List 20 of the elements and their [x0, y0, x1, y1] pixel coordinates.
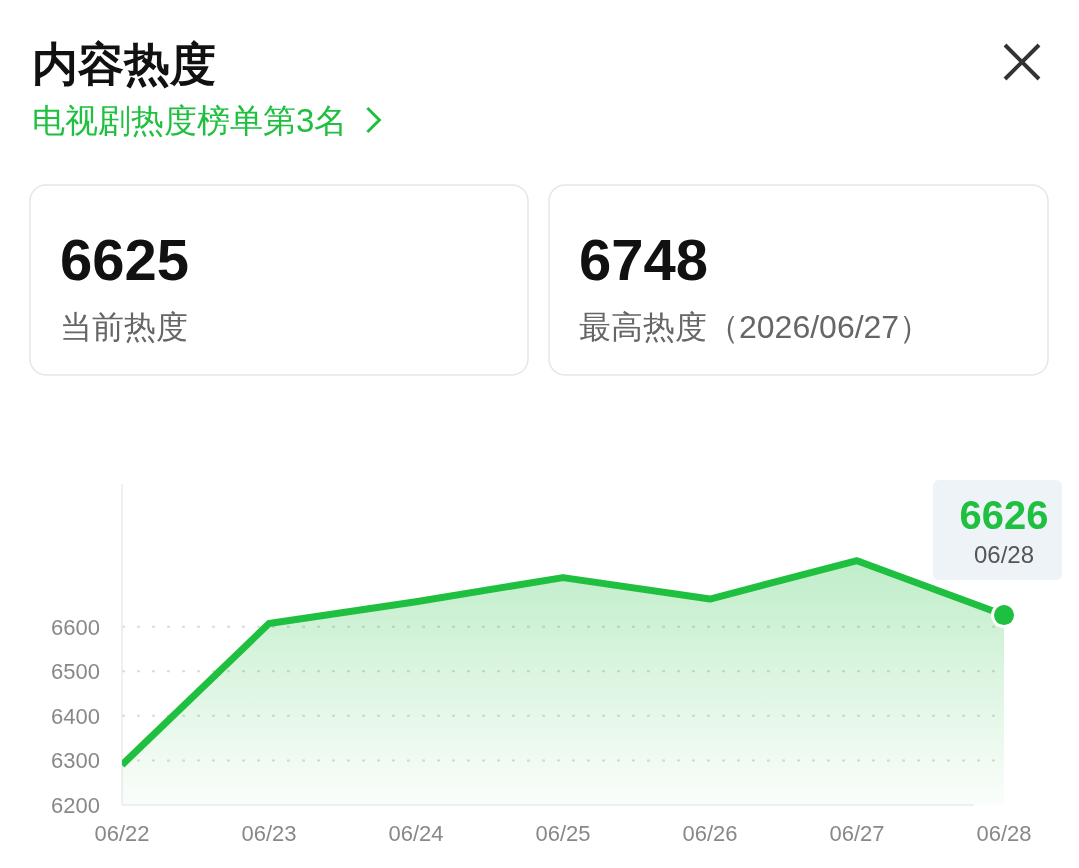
chart-subtitle: 电视剧热度榜单第3名	[32, 102, 348, 139]
chart-title: 内容热度	[32, 38, 216, 90]
x-tick-label: 06/22	[94, 821, 150, 846]
text: 6748	[579, 227, 709, 292]
y-tick-label: 6600	[51, 614, 100, 640]
x-tick-label: 06/28	[976, 821, 1032, 846]
x-tick-label: 06/23	[241, 821, 297, 846]
y-tick-label: 6500	[51, 659, 100, 685]
text: 6625	[60, 227, 190, 292]
text: 当前热度	[60, 309, 188, 345]
y-tick-label: 6200	[51, 793, 100, 818]
x-tick-label: 06/26	[682, 821, 738, 846]
y-tick-label: 6400	[51, 703, 100, 729]
x-tick-label: 06/25	[535, 821, 591, 846]
x-tick-label: 06/27	[829, 821, 885, 846]
text: 最高热度（2026/06/27）	[579, 309, 932, 345]
x-tick-label: 06/24	[388, 821, 444, 846]
category-label: 06/28	[973, 541, 1035, 569]
y-tick-label: 6300	[51, 748, 100, 774]
annotation: 6626	[959, 493, 1049, 538]
